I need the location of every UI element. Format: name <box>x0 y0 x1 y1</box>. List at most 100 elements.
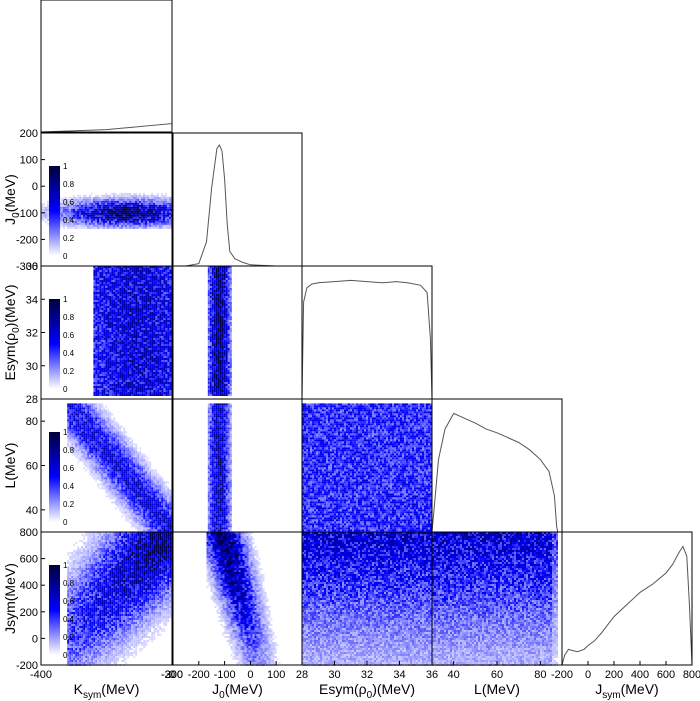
density-cell <box>169 354 171 356</box>
density-cell <box>139 308 141 310</box>
density-cell <box>169 199 171 201</box>
density-cell <box>161 358 163 360</box>
density-cell <box>123 366 125 368</box>
density-cell <box>109 356 111 358</box>
density-cell <box>131 308 133 310</box>
density-cell <box>163 310 165 312</box>
density-cell <box>159 294 161 296</box>
density-cell <box>135 356 137 358</box>
density-cell <box>101 348 103 350</box>
density-cell <box>145 376 147 378</box>
density-cell <box>123 360 125 362</box>
density-cell <box>121 322 123 324</box>
density-cell <box>93 441 95 443</box>
density-cell <box>155 286 157 288</box>
density-cell <box>125 360 127 362</box>
density-cell <box>121 223 123 225</box>
density-cell <box>121 326 123 328</box>
density-cell <box>77 403 79 405</box>
density-cell <box>117 348 119 350</box>
density-cell <box>117 203 119 205</box>
density-cell <box>216 358 218 360</box>
density-cell <box>97 203 99 205</box>
density-cell <box>169 278 171 280</box>
density-cell <box>157 386 159 388</box>
density-cell <box>139 203 141 205</box>
density-cell <box>119 429 121 431</box>
density-cell <box>208 314 210 316</box>
density-cell <box>151 201 153 203</box>
density-cell <box>109 272 111 274</box>
density-cell <box>97 421 99 423</box>
density-cell <box>127 288 129 290</box>
density-cell <box>151 354 153 356</box>
density-cell <box>220 344 222 346</box>
density-cell <box>75 409 77 411</box>
density-cell <box>167 197 169 199</box>
density-cell <box>75 223 77 225</box>
density-cell <box>99 332 101 334</box>
density-cell <box>141 280 143 282</box>
density-cell <box>67 407 69 409</box>
density-cell <box>137 378 139 380</box>
density-cell <box>214 312 216 314</box>
density-cell <box>216 316 218 318</box>
density-cell <box>141 384 143 386</box>
density-cell <box>216 390 218 392</box>
density-cell <box>107 306 109 308</box>
density-cell <box>228 300 230 302</box>
density-cell <box>147 310 149 312</box>
density-cell <box>165 314 167 316</box>
density-cell <box>123 388 125 390</box>
density-cell <box>113 213 115 215</box>
density-cell <box>71 415 73 417</box>
density-cell <box>119 431 121 433</box>
density-cell <box>169 213 171 215</box>
density-cell <box>81 415 83 417</box>
density-cell <box>93 386 95 388</box>
density-cell <box>119 326 121 328</box>
density-cell <box>147 272 149 274</box>
density-cell <box>139 376 141 378</box>
density-cell <box>127 316 129 318</box>
density-cell <box>155 294 157 296</box>
density-cell <box>127 294 129 296</box>
density-cell <box>141 334 143 336</box>
density-cell <box>97 215 99 217</box>
density-cell <box>87 203 89 205</box>
density-cell <box>133 302 135 304</box>
density-cell <box>139 364 141 366</box>
density-cell <box>228 360 230 362</box>
density-cell <box>99 380 101 382</box>
density-cell <box>103 215 105 217</box>
density-cell <box>155 308 157 310</box>
density-cell <box>129 441 131 443</box>
density-cell <box>43 209 45 211</box>
density-cell <box>133 318 135 320</box>
density-cell <box>208 312 210 314</box>
density-cell <box>105 193 107 195</box>
density-cell <box>212 372 214 374</box>
density-cell <box>125 213 127 215</box>
density-cell <box>77 409 79 411</box>
density-cell <box>93 376 95 378</box>
density-cell <box>145 221 147 223</box>
density-cell <box>163 368 165 370</box>
density-cell <box>93 213 95 215</box>
density-cell <box>101 417 103 419</box>
density-cell <box>87 205 89 207</box>
density-cell <box>101 350 103 352</box>
density-cell <box>151 300 153 302</box>
density-cell <box>119 310 121 312</box>
density-cell <box>131 320 133 322</box>
density-cell <box>113 332 115 334</box>
density-cell <box>216 378 218 380</box>
density-cell <box>103 394 105 396</box>
density-cell <box>99 435 101 437</box>
density-cell <box>153 392 155 394</box>
density-cell <box>115 213 117 215</box>
density-cell <box>208 308 210 310</box>
density-cell <box>230 388 232 390</box>
density-cell <box>139 346 141 348</box>
density-cell <box>69 435 71 437</box>
